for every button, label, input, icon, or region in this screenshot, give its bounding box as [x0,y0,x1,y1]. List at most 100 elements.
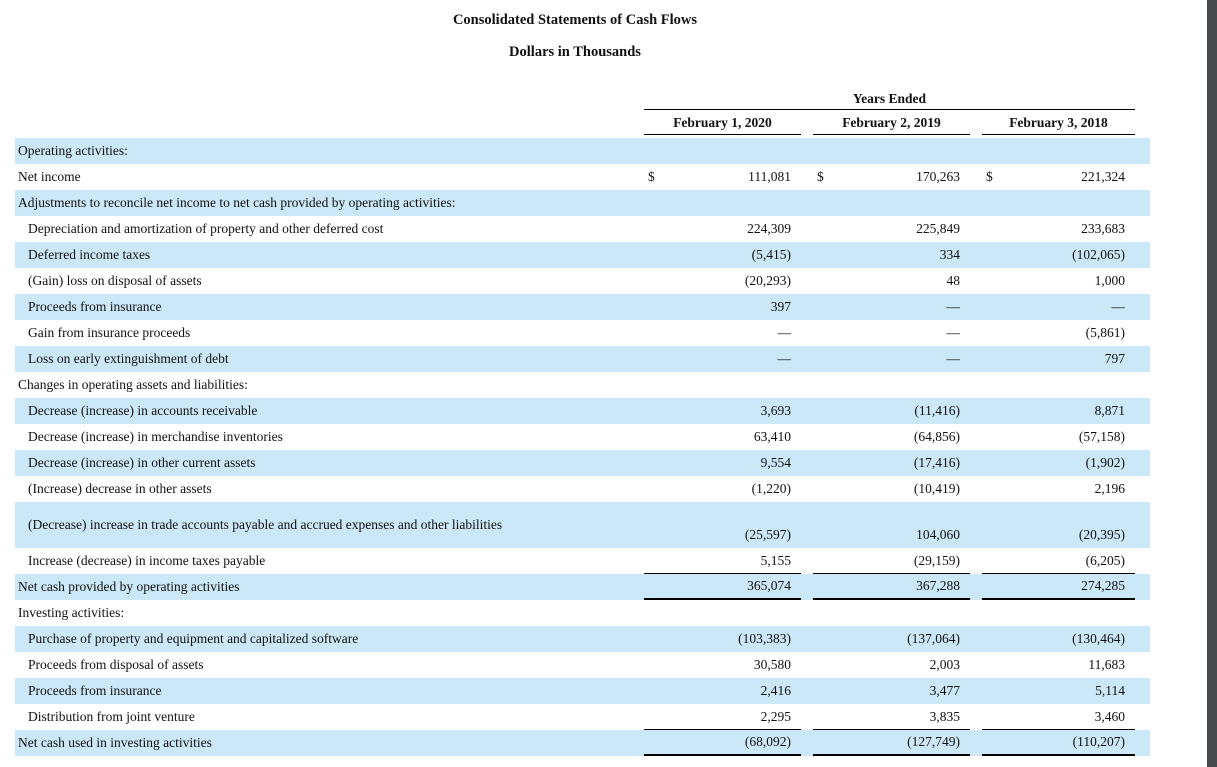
table-row: Net cash used in investing activities (68… [15,730,1150,756]
value-cell: (25,597) [644,502,801,548]
table-row: Net income $111,081 $170,263 $221,324 [15,164,1150,190]
value-cell: 224,309 [644,216,801,242]
cell-value: 63,410 [753,429,791,444]
value-cell: 5,114 [982,678,1135,704]
table-row: Depreciation and amortization of propert… [15,216,1150,242]
cell-value: 224,309 [747,221,791,236]
table-row: Purchase of property and equipment and c… [15,626,1150,652]
cell-value: (57,158) [1078,429,1125,444]
cell-value: 365,074 [747,578,791,593]
value-cell [644,600,801,626]
table-row: Changes in operating assets and liabilit… [15,372,1150,398]
table-row: Proceeds from insurance 2,416 3,477 5,114 [15,678,1150,704]
cell-value: (1,902) [1085,455,1125,470]
value-cell: — [813,320,970,346]
value-cell: 9,554 [644,450,801,476]
row-label: Depreciation and amortization of propert… [28,221,384,236]
row-label: Purchase of property and equipment and c… [28,631,359,646]
row-label: (Gain) loss on disposal of assets [28,273,202,288]
table-row: Net cash provided by operating activitie… [15,574,1150,600]
column-header-2020: February 1, 2020 [644,115,801,135]
row-label: Operating activities: [18,143,128,158]
value-cell: (5,415) [644,242,801,268]
row-label: (Increase) decrease in other assets [28,481,212,496]
value-cell [813,190,970,216]
column-header-2019: February 2, 2019 [813,115,970,135]
row-label: Distribution from joint venture [28,709,195,724]
value-cell: (127,749) [813,730,970,756]
cash-flow-table: Years Ended February 1, 2020 February 2,… [0,88,1150,756]
cell-value: 233,683 [1081,221,1125,236]
value-cell: 3,460 [982,704,1135,730]
table-row: Decrease (increase) in accounts receivab… [15,398,1150,424]
value-cell [644,138,801,164]
value-cell [644,190,801,216]
value-cell: 2,196 [982,476,1135,502]
row-label: Decrease (increase) in other current ass… [28,455,256,470]
cell-value: (25,597) [744,527,791,542]
cell-value: (11,416) [914,403,960,418]
cash-flow-statement: Consolidated Statements of Cash Flows Do… [0,12,1150,756]
value-cell: 365,074 [644,574,801,600]
cell-value: 3,693 [760,403,791,418]
value-cell [813,600,970,626]
row-label: Increase (decrease) in income taxes paya… [28,553,266,568]
value-cell: 274,285 [982,574,1135,600]
value-cell: 334 [813,242,970,268]
cell-value: 8,871 [1094,403,1125,418]
value-cell [644,372,801,398]
row-label: Proceeds from disposal of assets [28,657,204,672]
value-cell: (137,064) [813,626,970,652]
row-label: Changes in operating assets and liabilit… [18,377,248,392]
table-row: Decrease (increase) in other current ass… [15,450,1150,476]
value-cell: 3,835 [813,704,970,730]
row-label: Investing activities: [18,605,125,620]
value-cell: (110,207) [982,730,1135,756]
table-row: Increase (decrease) in income taxes paya… [15,548,1150,574]
value-cell: (11,416) [813,398,970,424]
value-cell [813,138,970,164]
value-cell: — [644,346,801,372]
value-cell: (57,158) [982,424,1135,450]
value-cell: 3,477 [813,678,970,704]
row-label: (Decrease) increase in trade accounts pa… [28,517,503,532]
cell-value: 3,835 [929,708,960,724]
cell-value: 225,849 [916,221,960,236]
cell-value: — [946,325,961,340]
table-row: (Increase) decrease in other assets (1,22… [15,476,1150,502]
value-cell: — [813,346,970,372]
cell-value: — [946,299,961,314]
cell-value: 2,416 [760,683,791,698]
cell-value: 9,554 [760,455,791,470]
cell-value: 48 [946,273,961,288]
value-cell: (10,419) [813,476,970,502]
cell-value: (17,416) [913,455,960,470]
vertical-scrollbar[interactable] [1207,0,1217,767]
value-cell: $170,263 [813,164,970,190]
value-cell: 2,003 [813,652,970,678]
currency-symbol: $ [986,169,993,184]
cell-value: 1,000 [1094,273,1125,288]
value-cell: 104,060 [813,502,970,548]
table-row: Investing activities: [15,600,1150,626]
value-cell: 63,410 [644,424,801,450]
cell-value: 2,003 [929,657,960,672]
currency-symbol: $ [648,169,655,184]
period-header: Years Ended [644,91,1135,110]
cell-value: (137,064) [907,631,960,646]
row-label: Loss on early extinguishment of debt [28,351,229,366]
row-label: Proceeds from insurance [28,683,162,698]
table-row: Deferred income taxes (5,415) 334 (102,065) [15,242,1150,268]
value-cell: 397 [644,294,801,320]
value-cell: 2,295 [644,704,801,730]
cell-value: (110,207) [1072,734,1125,749]
cell-value: (102,065) [1072,247,1125,262]
value-cell: 233,683 [982,216,1135,242]
cell-value: (10,419) [913,481,960,496]
cell-value: 5,114 [1095,683,1125,698]
value-cell: (130,464) [982,626,1135,652]
cell-value: — [777,325,792,340]
value-cell: 48 [813,268,970,294]
row-label: Gain from insurance proceeds [28,325,191,340]
